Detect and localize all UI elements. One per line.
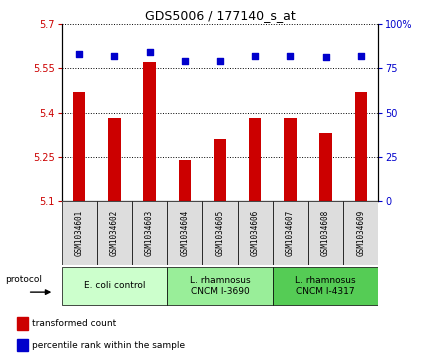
Text: GSM1034601: GSM1034601	[75, 210, 84, 256]
Bar	[167, 267, 273, 305]
Point	[216, 58, 224, 64]
Point	[181, 58, 188, 64]
Bar	[167, 201, 202, 265]
Text: GSM1034606: GSM1034606	[251, 210, 260, 256]
Bar	[355, 92, 367, 201]
Bar	[132, 201, 167, 265]
Bar	[308, 201, 343, 265]
Point	[146, 49, 153, 55]
Text: L. rhamnosus
CNCM I-4317: L. rhamnosus CNCM I-4317	[295, 276, 356, 295]
Bar	[179, 160, 191, 201]
Bar	[273, 267, 378, 305]
Text: GSM1034602: GSM1034602	[110, 210, 119, 256]
Text: E. coli control: E. coli control	[84, 281, 145, 290]
Bar	[108, 118, 121, 201]
Bar	[97, 201, 132, 265]
Text: GSM1034607: GSM1034607	[286, 210, 295, 256]
Point	[76, 51, 83, 57]
Bar	[143, 62, 156, 201]
Text: percentile rank within the sample: percentile rank within the sample	[32, 341, 185, 350]
Title: GDS5006 / 177140_s_at: GDS5006 / 177140_s_at	[145, 9, 295, 23]
Point	[322, 54, 329, 60]
Point	[287, 53, 294, 58]
Text: GSM1034604: GSM1034604	[180, 210, 189, 256]
Bar	[273, 201, 308, 265]
Bar	[202, 201, 238, 265]
Bar	[62, 201, 97, 265]
Text: GSM1034609: GSM1034609	[356, 210, 365, 256]
Point	[252, 53, 259, 58]
Text: GSM1034603: GSM1034603	[145, 210, 154, 256]
Bar	[249, 118, 261, 201]
Point	[357, 53, 364, 58]
Bar	[343, 201, 378, 265]
Bar	[17, 317, 28, 330]
Point	[111, 53, 118, 58]
Text: transformed count: transformed count	[32, 319, 116, 328]
Text: GSM1034605: GSM1034605	[216, 210, 224, 256]
Bar	[319, 133, 332, 201]
Text: GSM1034608: GSM1034608	[321, 210, 330, 256]
Text: protocol: protocol	[5, 275, 42, 284]
Bar	[284, 118, 297, 201]
Bar	[73, 92, 85, 201]
Bar	[62, 267, 167, 305]
Bar	[214, 139, 226, 201]
Bar	[238, 201, 273, 265]
Text: L. rhamnosus
CNCM I-3690: L. rhamnosus CNCM I-3690	[190, 276, 250, 295]
Bar	[17, 339, 28, 351]
